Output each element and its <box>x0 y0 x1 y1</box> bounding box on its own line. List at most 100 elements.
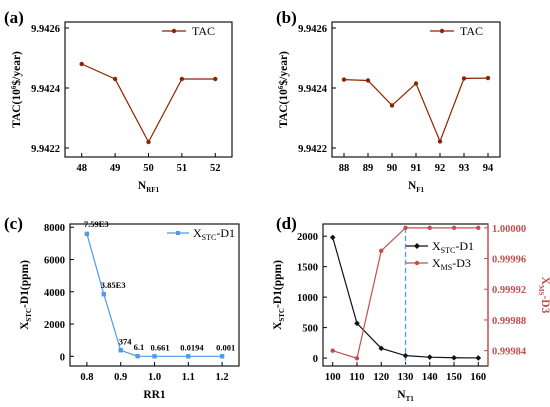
x-tick-label: 91 <box>411 163 422 174</box>
plot-frame <box>331 21 501 158</box>
y-axis-label: TAC(106$/year) <box>277 51 290 128</box>
x-tick-label: 90 <box>387 163 398 174</box>
data-label: 6.1 <box>134 342 145 352</box>
data-point <box>329 234 336 241</box>
data-point <box>389 103 395 108</box>
panel-label-d: (d) <box>276 214 297 233</box>
legend-entry: XSTC-D1 <box>193 226 235 242</box>
x-tick-label: 160 <box>470 372 486 383</box>
data-point <box>485 75 491 81</box>
data-point <box>135 354 140 359</box>
series-line <box>86 233 223 357</box>
y-tick-label: 9.9424 <box>31 84 61 95</box>
legend-swatch-marker <box>414 243 420 249</box>
x-tick-label: 1.0 <box>148 372 161 383</box>
data-point <box>475 355 482 361</box>
data-point <box>186 354 191 359</box>
data-point <box>213 76 218 82</box>
data-point <box>476 225 481 231</box>
data-point <box>354 320 360 327</box>
x-tick-label: 110 <box>349 372 364 383</box>
y-tick-label: 6000 <box>44 256 65 267</box>
y-tick-label: 0 <box>313 354 318 365</box>
series-line <box>343 77 489 144</box>
legend-swatch-marker <box>439 28 445 34</box>
panel-label-b: (b) <box>276 8 297 27</box>
y2-tick-label: 0.99996 <box>492 255 526 266</box>
y2-tick-label: 0.99984 <box>492 347 527 358</box>
data-point <box>426 354 433 360</box>
y2-tick-label: 1.00000 <box>492 224 526 235</box>
legend-entry: XMS-D3 <box>432 256 471 272</box>
data-point <box>79 61 84 67</box>
data-point <box>152 354 157 359</box>
legend-swatch-marker <box>414 260 420 266</box>
x-tick-label: 100 <box>325 372 341 383</box>
y-tick-label: 9.9422 <box>31 144 60 155</box>
data-point <box>437 139 443 144</box>
y2-tick-label: 0.99992 <box>492 285 526 296</box>
x-tick-label: 49 <box>110 163 121 174</box>
chart-panel-1: 48 49 50 51 52 9.9422 9.9424 9.9426 NRF1 TAC(106$… <box>10 21 233 194</box>
data-point <box>179 76 185 82</box>
chart-panel-4: 100 110 120 130 140 150 160 0 500 1000 1500 2000 NT1… <box>272 223 550 403</box>
x-tick-label: 50 <box>143 163 154 174</box>
legend-entry: TAC <box>192 24 215 38</box>
data-point <box>219 354 225 359</box>
x-axis-label: NF1 <box>408 180 425 194</box>
data-point <box>379 248 384 254</box>
data-label: 0.001 <box>216 342 235 352</box>
x-tick-label: 88 <box>339 163 350 174</box>
data-point <box>146 139 151 145</box>
y-tick-label: 9.9426 <box>31 24 60 35</box>
data-point <box>461 76 467 81</box>
x-axis-label: NRF1 <box>138 180 160 194</box>
x-tick-label: 1.2 <box>216 372 229 383</box>
y-tick-label: 2000 <box>44 320 65 331</box>
y-axis-label: TAC(106$/year) <box>10 51 23 128</box>
data-point <box>341 77 347 82</box>
y-axis-label: XSTC-D1(ppm) <box>19 260 33 330</box>
y-tick-label: 2000 <box>297 232 318 243</box>
data-point <box>330 348 335 353</box>
chart-panel-3: 0.8 0.9 1.0 1.1 1.2 0 2000 4000 6000 8000 RR1 XSTC-… <box>19 219 240 401</box>
x-tick-label: 48 <box>76 163 87 174</box>
y-tick-label: 9.9422 <box>298 144 327 155</box>
data-point <box>403 225 408 231</box>
data-label: 7.59E3 <box>84 219 109 229</box>
panel-label-c: (c) <box>4 214 23 233</box>
x-tick-label: 89 <box>363 163 374 174</box>
x-tick-label: 92 <box>435 163 446 174</box>
legend-swatch-marker <box>171 28 177 34</box>
data-point <box>118 348 123 353</box>
data-label: 0.0194 <box>180 342 204 352</box>
data-point <box>354 356 360 361</box>
data-point <box>365 78 371 83</box>
legend-entry: XSTC-D1 <box>432 239 474 255</box>
data-point <box>427 225 432 231</box>
y-tick-label: 0 <box>60 352 65 363</box>
x-tick-label: 1.1 <box>182 372 195 383</box>
x-tick-label: 0.8 <box>80 372 93 383</box>
y-tick-label: 4000 <box>44 288 65 299</box>
y-tick-label: 9.9424 <box>298 84 328 95</box>
x-tick-label: 120 <box>373 372 389 383</box>
y-tick-label: 500 <box>302 324 318 335</box>
chart-layer: 48 49 50 51 52 9.9422 9.9424 9.9426 NRF1 TAC(106$… <box>10 21 550 403</box>
data-point <box>451 225 457 231</box>
y-tick-label: 1500 <box>297 263 318 274</box>
y-axis-label: XSTC-D1(ppm) <box>272 260 286 330</box>
data-point <box>451 354 457 361</box>
data-label: 374 <box>119 336 133 346</box>
plot-frame <box>64 21 233 158</box>
y-tick-label: 8000 <box>44 223 65 234</box>
data-point <box>101 291 106 297</box>
series-line <box>81 63 216 144</box>
data-point <box>413 81 419 86</box>
panel-label-a: (a) <box>4 8 24 27</box>
y-tick-label: 1000 <box>297 293 318 304</box>
x-tick-label: 52 <box>210 163 221 174</box>
x-axis-label: RR1 <box>143 389 166 401</box>
y2-axis-label: XMS-D3 <box>537 277 550 314</box>
